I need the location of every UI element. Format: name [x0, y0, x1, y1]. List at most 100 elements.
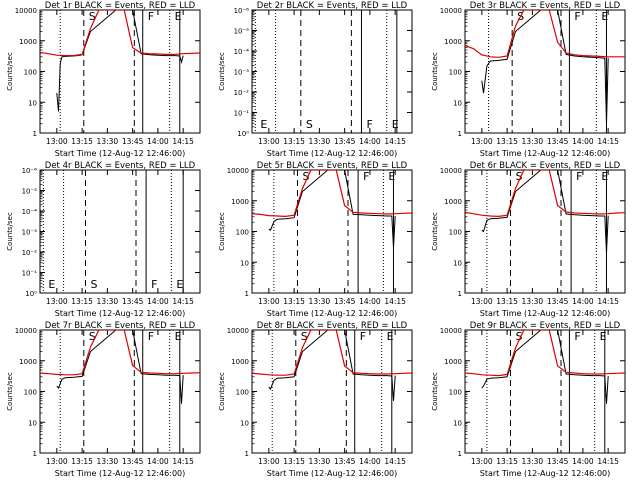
plot-frame — [464, 169, 626, 294]
marker-label: E — [388, 170, 395, 183]
marker-label: S — [515, 170, 522, 183]
panel-det-6: Det 6r BLACK = Events, RED = LLD Counts/s… — [431, 161, 626, 318]
series-lld-line — [40, 330, 200, 376]
y-tick-label: 1000 — [444, 38, 462, 46]
marker-label: E — [601, 170, 608, 183]
series-lld-line — [40, 10, 200, 57]
y-tick-label: 100 — [449, 229, 462, 237]
y-tick-label: 100 — [236, 229, 249, 237]
y-tick-label: 10000 — [440, 327, 462, 335]
panel-det-2: Det 2r BLACK = Events, RED = LLD Counts/s… — [218, 1, 413, 158]
marker-label: F — [360, 330, 366, 343]
marker-label: E — [260, 118, 267, 131]
y-tick-label: 10 — [240, 259, 249, 267]
y-tick-label: 10⁻⁵ — [22, 188, 38, 196]
panel-title: Det 2r BLACK = Events, RED = LLD — [257, 1, 408, 11]
panel-det-3: Det 3r BLACK = Events, RED = LLD Counts/s… — [431, 1, 626, 158]
y-tick-label: 10 — [240, 419, 249, 427]
y-tick-label: 1 — [458, 450, 462, 458]
panel-det-7: Det 7r BLACK = Events, RED = LLD Counts/s… — [6, 321, 201, 478]
series-lld-line — [252, 170, 412, 218]
y-tick-label: 10⁻⁵ — [234, 28, 250, 36]
x-tick-label: 14:00 — [147, 457, 169, 466]
marker-label: F — [148, 330, 154, 343]
y-tick-label: 1 — [458, 290, 462, 298]
y-tick-label: 10⁰ — [25, 290, 37, 298]
x-axis-label: Start Time (12-Aug-12 12:46:00) — [480, 309, 611, 318]
series-events-line — [56, 10, 184, 112]
y-tick-label: 10⁻⁶ — [234, 7, 250, 15]
marker-label: E — [175, 330, 182, 343]
x-axis-label: Start Time (12-Aug-12 12:46:00) — [267, 149, 398, 158]
x-tick-label: 14:15 — [384, 297, 406, 306]
x-tick-label: 13:45 — [122, 297, 144, 306]
y-tick-label: 10⁻³ — [234, 69, 250, 77]
panel-det-1: Det 1r BLACK = Events, RED = LLD Counts/s… — [6, 1, 201, 158]
marker-label: E — [48, 278, 55, 291]
series-events-line — [268, 330, 396, 401]
x-tick-label: 14:15 — [597, 457, 619, 466]
y-tick-label: 10⁻³ — [22, 229, 38, 237]
y-tick-label: 1 — [458, 130, 462, 138]
x-tick-label: 13:30 — [522, 297, 544, 306]
marker-label: F — [148, 10, 154, 23]
x-tick-label: 13:00 — [258, 457, 280, 466]
x-tick-label: 13:30 — [309, 137, 331, 146]
marker-label: F — [151, 278, 157, 291]
marker-label: S — [306, 118, 313, 131]
y-tick-label: 100 — [449, 389, 462, 397]
y-tick-label: 10000 — [440, 167, 462, 175]
y-tick-label: 10000 — [15, 327, 37, 335]
series-lld-line — [465, 170, 625, 218]
x-tick-label: 13:45 — [334, 137, 356, 146]
x-tick-label: 13:30 — [309, 297, 331, 306]
x-tick-label: 14:15 — [172, 457, 194, 466]
y-axis-label: Counts/sec — [218, 372, 226, 411]
y-tick-label: 100 — [24, 389, 37, 397]
series-lld-line — [465, 10, 625, 58]
plot-frame — [39, 9, 201, 134]
panel-title: Det 5r BLACK = Events, RED = LLD — [257, 161, 408, 171]
marker-label: E — [387, 330, 394, 343]
y-tick-label: 100 — [449, 69, 462, 77]
x-tick-label: 13:30 — [97, 137, 119, 146]
marker-label: S — [301, 330, 308, 343]
panel-title: Det 8r BLACK = Events, RED = LLD — [257, 321, 408, 331]
y-tick-label: 10⁻¹ — [234, 110, 250, 118]
y-tick-label: 10000 — [227, 327, 249, 335]
x-tick-label: 13:15 — [283, 457, 305, 466]
panel-det-5: Det 5r BLACK = Events, RED = LLD Counts/s… — [218, 161, 413, 318]
y-tick-label: 10⁻² — [234, 89, 250, 97]
panel-title: Det 9r BLACK = Events, RED = LLD — [470, 321, 621, 331]
x-tick-label: 13:15 — [71, 297, 93, 306]
marker-label: E — [600, 330, 607, 343]
y-tick-label: 10000 — [440, 7, 462, 15]
y-tick-label: 1 — [245, 290, 249, 298]
x-axis-label: Start Time (12-Aug-12 12:46:00) — [480, 469, 611, 478]
plot-frame — [464, 329, 626, 454]
marker-label: F — [576, 170, 582, 183]
x-tick-label: 14:15 — [384, 137, 406, 146]
series-events-line — [481, 170, 609, 254]
series-events-line — [56, 330, 184, 404]
marker-label: S — [89, 330, 96, 343]
marker-label: F — [363, 170, 369, 183]
plot-frame — [251, 329, 413, 454]
x-tick-label: 14:00 — [359, 457, 381, 466]
x-tick-label: 13:45 — [122, 137, 144, 146]
y-tick-label: 10⁻¹ — [22, 270, 38, 278]
x-tick-label: 13:15 — [496, 137, 518, 146]
x-tick-label: 13:15 — [496, 457, 518, 466]
y-tick-label: 10000 — [227, 167, 249, 175]
plot-frame — [39, 329, 201, 454]
y-axis-label: Counts/sec — [6, 372, 14, 411]
y-tick-label: 1 — [245, 450, 249, 458]
y-tick-label: 1 — [33, 130, 37, 138]
x-tick-label: 13:15 — [71, 457, 93, 466]
x-tick-label: 14:00 — [572, 457, 594, 466]
x-tick-label: 13:45 — [547, 457, 569, 466]
marker-label: F — [574, 330, 580, 343]
x-axis-label: Start Time (12-Aug-12 12:46:00) — [55, 149, 186, 158]
panel-title: Det 1r BLACK = Events, RED = LLD — [45, 1, 196, 11]
